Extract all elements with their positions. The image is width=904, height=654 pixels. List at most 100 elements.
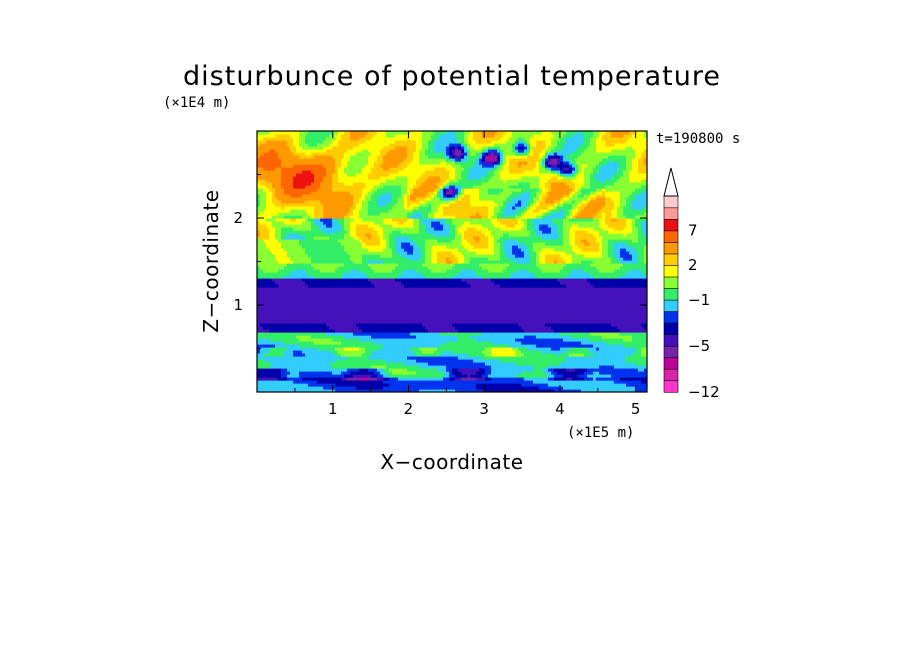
contour-cell: [374, 185, 384, 189]
contour-cell: [368, 155, 378, 159]
contour-cell: [275, 149, 291, 153]
contour-cell: [275, 194, 291, 198]
contour-cell: [392, 230, 402, 234]
contour-cell: [593, 227, 603, 231]
contour-cell: [563, 134, 573, 138]
contour-cell: [443, 377, 450, 381]
contour-cell: [380, 254, 393, 258]
contour-cell: [422, 350, 435, 354]
contour-cell: [440, 134, 456, 138]
contour-cell: [467, 146, 474, 150]
contour-cell: [632, 224, 636, 228]
contour-cell: [620, 254, 633, 258]
contour-cell: [422, 131, 435, 135]
contour-cell: [413, 224, 420, 228]
contour-cell: [533, 365, 549, 369]
contour-cell: [554, 203, 558, 207]
contour-cell: [539, 200, 546, 204]
contour-cell: [530, 233, 537, 237]
contour-cell: [404, 248, 414, 252]
contour-cell: [275, 344, 300, 348]
contour-cell: [425, 200, 450, 204]
contour-cell: [350, 254, 363, 258]
contour-cell: [626, 215, 636, 219]
contour-cell: [332, 218, 339, 222]
contour-cell: [290, 272, 309, 276]
contour-cell: [383, 227, 420, 231]
contour-cell: [269, 227, 276, 231]
contour-cell: [263, 152, 279, 156]
contour-cell: [311, 260, 354, 264]
contour-cell: [602, 239, 609, 243]
colorbar-swatch: [663, 241, 679, 255]
contour-cell: [362, 149, 369, 153]
contour-cell: [590, 194, 597, 198]
contour-cell: [461, 371, 477, 375]
contour-cell: [299, 371, 333, 375]
contour-cell: [359, 269, 375, 273]
contour-cell: [380, 242, 387, 246]
contour-cell: [515, 260, 531, 264]
contour-cell: [530, 146, 534, 150]
contour-cell: [515, 215, 522, 219]
contour-cell: [281, 179, 294, 183]
contour-cell: [488, 152, 492, 156]
contour-cell: [452, 155, 456, 159]
contour-cell: [596, 347, 600, 351]
contour-cell: [509, 137, 519, 141]
contour-cell: [515, 140, 519, 144]
contour-cell: [524, 212, 543, 216]
contour-cell: [305, 248, 345, 252]
contour-cell: [557, 260, 567, 264]
contour-cell: [443, 182, 447, 186]
contour-cell: [590, 185, 606, 189]
contour-cell: [467, 155, 480, 159]
contour-cell: [494, 245, 501, 249]
contour-cell: [527, 140, 531, 144]
contour-cell: [608, 245, 615, 249]
contour-cell: [584, 377, 594, 381]
contour-cell: [629, 170, 639, 174]
contour-cell: [542, 269, 561, 273]
contour-cell: [410, 161, 420, 165]
contour-cell: [479, 368, 486, 372]
contour-cell: [521, 371, 546, 375]
contour-cell: [563, 227, 570, 231]
contour-cell: [383, 155, 408, 159]
contour-cell: [476, 371, 486, 375]
contour-cell: [257, 209, 264, 213]
contour-cell: [494, 167, 498, 171]
contour-cell: [593, 371, 600, 375]
colorbar-label: 7: [688, 222, 698, 240]
contour-cell: [557, 206, 573, 210]
contour-cell: [374, 134, 387, 138]
contour-cell: [260, 155, 279, 159]
contour-cell: [464, 257, 471, 261]
contour-cell: [389, 143, 417, 147]
contour-cell: [467, 227, 477, 231]
contour-cell: [308, 383, 336, 387]
contour-cell: [446, 260, 453, 264]
contour-cell: [266, 203, 276, 207]
contour-cell: [536, 275, 567, 279]
contour-cell: [347, 377, 360, 381]
contour-cell: [569, 227, 594, 231]
contour-cell: [332, 221, 339, 225]
contour-cell: [380, 164, 399, 168]
contour-cell: [557, 170, 561, 174]
contour-cell: [638, 260, 645, 264]
contour-cell: [623, 344, 647, 348]
contour-cell: [635, 215, 647, 219]
contour-cell: [491, 278, 558, 282]
contour-cell: [287, 368, 348, 372]
contour-cell: [389, 149, 408, 153]
contour-cell: [488, 149, 498, 153]
contour-cell: [494, 200, 504, 204]
contour-cell: [311, 335, 345, 339]
contour-cell: [356, 233, 366, 237]
contour-cell: [614, 173, 624, 177]
contour-cell: [338, 230, 348, 234]
contour-cell: [257, 356, 348, 360]
contour-cell: [383, 248, 393, 252]
